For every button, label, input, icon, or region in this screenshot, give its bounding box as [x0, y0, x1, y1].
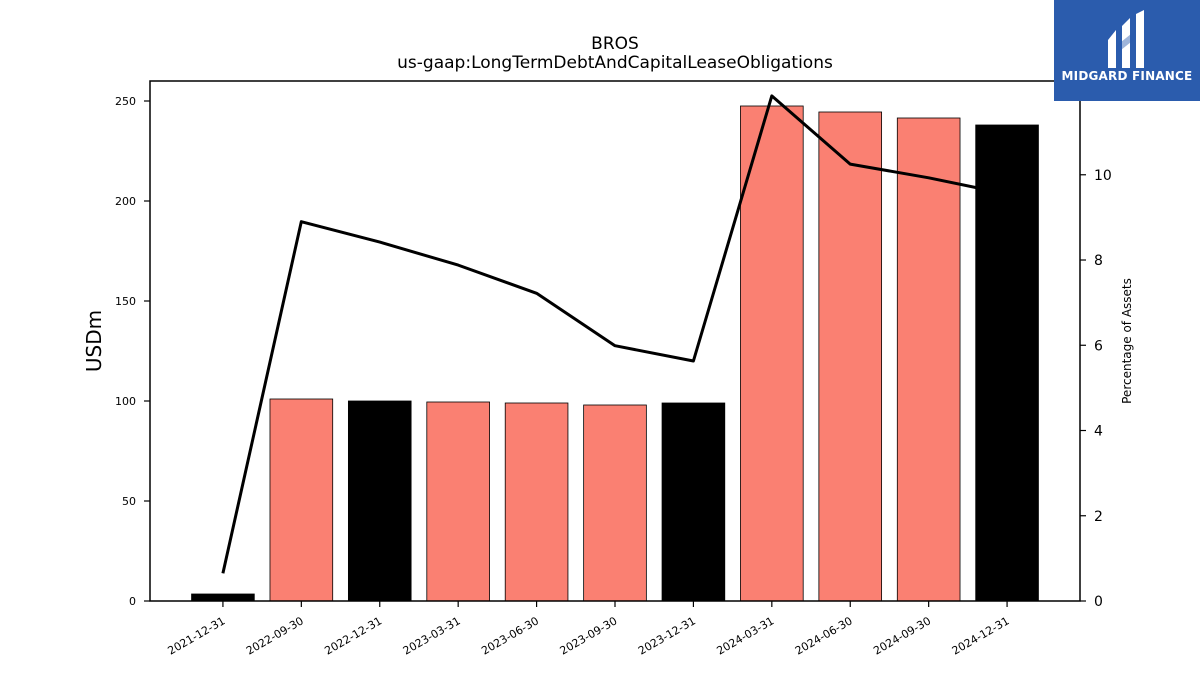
- x-tick-label: 2024-06-30: [793, 614, 855, 657]
- y-tick-label: 250: [115, 95, 136, 108]
- bar-2023-12-31: [661, 402, 726, 602]
- brand-logo: MIDGARD FINANCE: [1054, 0, 1200, 101]
- x-tick-label: 2022-09-30: [244, 614, 306, 657]
- bar-2022-09-30: [269, 398, 334, 602]
- brand-name: MIDGARD FINANCE: [1061, 69, 1193, 83]
- y-tick-label: 150: [115, 295, 136, 308]
- bar-2022-12-31: [347, 400, 412, 602]
- x-tick-label: 2023-12-31: [636, 614, 698, 657]
- x-tick-label: 2024-09-30: [871, 614, 933, 657]
- bar-2024-12-31: [975, 124, 1039, 602]
- bar-2023-03-31: [426, 401, 490, 602]
- y2-tick-label: 0: [1094, 594, 1103, 610]
- y2-axis-label: Percentage of Assets: [1120, 278, 1134, 404]
- y-axis-label: USDm: [82, 310, 106, 372]
- bar-2024-06-30: [818, 111, 883, 602]
- y-tick-label: 200: [115, 195, 136, 208]
- bar-2023-06-30: [504, 402, 569, 602]
- x-tick-label: 2022-12-31: [322, 614, 384, 657]
- x-tick-label: 2024-12-31: [950, 614, 1012, 657]
- bar-2024-09-30: [896, 117, 961, 602]
- x-tick-label: 2023-06-30: [479, 614, 541, 657]
- chart-subtitle: us-gaap:LongTermDebtAndCapitalLeaseOblig…: [397, 53, 833, 73]
- y-tick-label: 50: [122, 495, 136, 508]
- x-tick-label: 2024-03-31: [714, 614, 776, 657]
- y-tick-label: 100: [115, 395, 136, 408]
- x-tick-label: 2023-09-30: [558, 614, 620, 657]
- x-tick-label: 2023-03-31: [401, 614, 463, 657]
- y2-tick-label: 8: [1094, 253, 1103, 269]
- y2-tick-label: 2: [1094, 509, 1103, 525]
- y2-tick-label: 10: [1094, 168, 1112, 184]
- y2-tick-label: 6: [1094, 338, 1103, 354]
- x-tick-label: 2021-12-31: [166, 614, 228, 657]
- y-tick-label: 0: [129, 595, 136, 608]
- bar-2024-03-31: [740, 105, 804, 602]
- chart-title: BROS: [591, 34, 639, 54]
- y2-tick-label: 4: [1094, 424, 1103, 440]
- midgard-logo-icon: [1108, 10, 1144, 68]
- bar-2023-09-30: [583, 404, 647, 602]
- bar-2021-12-31: [191, 593, 255, 602]
